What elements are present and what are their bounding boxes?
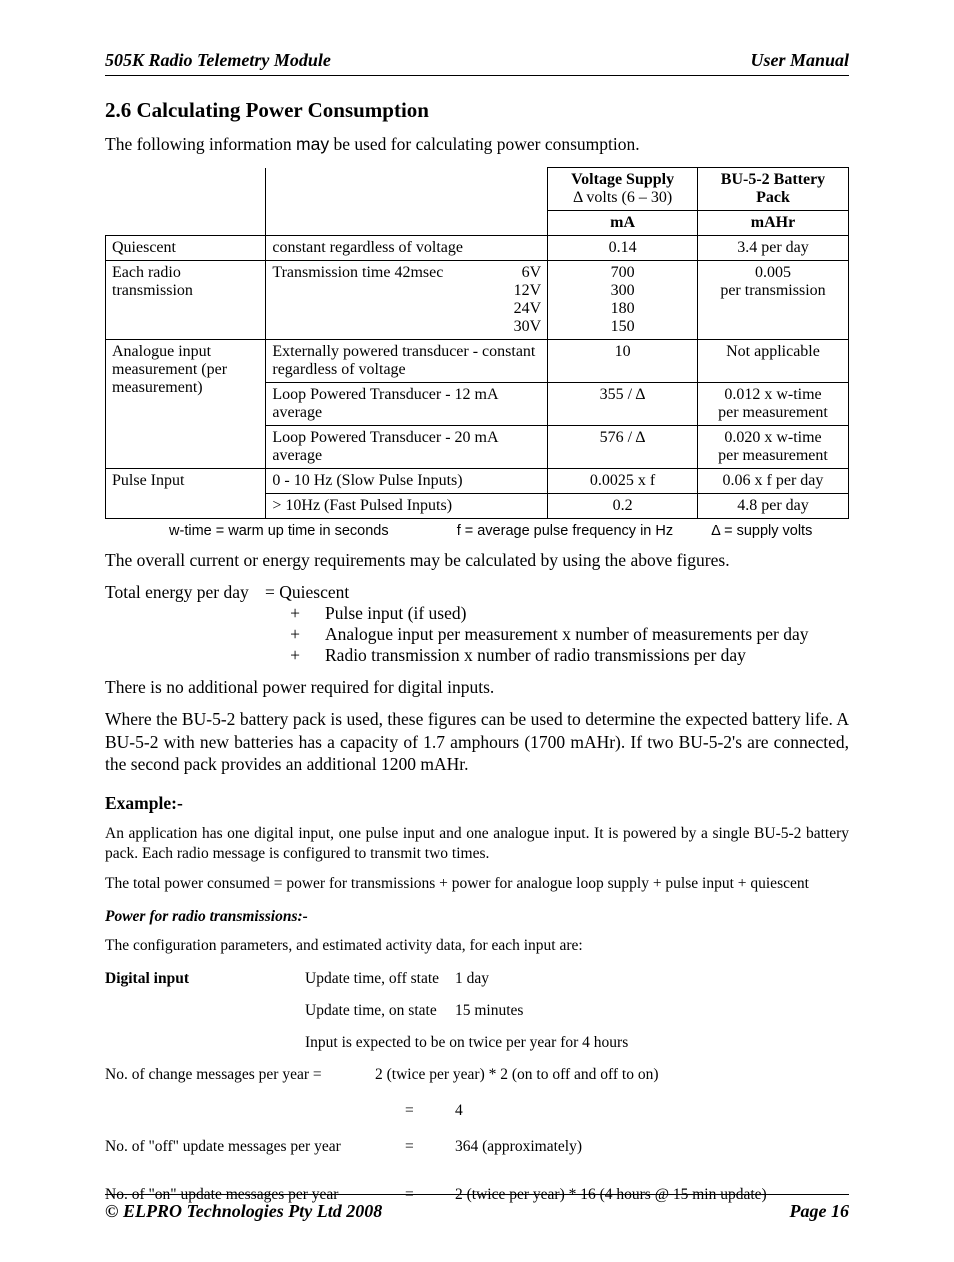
energy-block: Total energy per day = Quiescent + Pulse…	[105, 582, 849, 666]
table-row: Each radio transmission Transmission tim…	[106, 261, 849, 340]
no-additional-para: There is no additional power required fo…	[105, 676, 849, 698]
may-word: may	[296, 134, 329, 154]
config-intro: The configuration parameters, and estima…	[105, 936, 849, 956]
update-off-label: Update time, off state	[305, 970, 455, 988]
footnote-wtime: w-time = warm up time in seconds	[169, 523, 389, 539]
quiescent-desc: constant regardless of voltage	[266, 236, 548, 261]
update-off-val: 1 day	[455, 970, 849, 988]
radio-mAHr-top: 0.005	[704, 264, 842, 282]
update-on-label: Update time, on state	[305, 1002, 455, 1020]
section-title: 2.6 Calculating Power Consumption	[105, 98, 849, 123]
quiescent-mAHr: 3.4 per day	[697, 236, 848, 261]
pulse-fast-mAHr: 4.8 per day	[697, 494, 848, 519]
plus-icon: +	[265, 645, 325, 666]
example-title: Example:-	[105, 793, 849, 814]
pulse-slow-mA: 0.0025 x f	[548, 469, 698, 494]
eq-icon: =	[405, 1102, 455, 1120]
table-footnote: w-time = warm up time in seconds f = ave…	[105, 523, 849, 539]
pulse-fast-desc: > 10Hz (Fast Pulsed Inputs)	[266, 494, 548, 519]
energy-radio: Radio transmission x number of radio tra…	[325, 645, 746, 666]
analogue-20-mA: 576 / Δ	[548, 426, 698, 469]
mAHr-head: mAHr	[697, 211, 848, 236]
overall-para: The overall current or energy requiremen…	[105, 549, 849, 571]
eq-quiescent: = Quiescent	[265, 582, 349, 603]
intro-before: The following information	[105, 134, 296, 154]
delta-volts-head: Δ volts (6 – 30)	[554, 189, 691, 207]
voltage-supply-head: Voltage Supply	[554, 171, 691, 189]
digital-input-title: Digital input	[105, 970, 305, 988]
quiescent-mA: 0.14	[548, 236, 698, 261]
analogue-ext-mAHr: Not applicable	[697, 340, 848, 383]
power-radio-head: Power for radio transmissions:-	[105, 908, 849, 926]
radio-volt-1: 12V	[272, 282, 541, 300]
page-footer: © ELPRO Technologies Pty Ltd 2008 Page 1…	[105, 1194, 849, 1222]
off-label: No. of "off" update messages per year	[105, 1138, 405, 1156]
energy-analogue: Analogue input per measurement x number …	[325, 624, 809, 645]
pulse-label: Pulse Input	[106, 469, 266, 519]
app-desc: An application has one digital input, on…	[105, 824, 849, 864]
power-table: Voltage Supply Δ volts (6 – 30) BU-5-2 B…	[105, 167, 849, 519]
radio-mA-0: 700	[554, 264, 691, 282]
change-val1: 2 (twice per year) * 2 (on to off and of…	[375, 1066, 849, 1084]
mA-head: mA	[548, 211, 698, 236]
analogue-ext-mA: 10	[548, 340, 698, 383]
footnote-delta: Δ = supply volts	[711, 523, 812, 539]
change-label: No. of change messages per year =	[105, 1066, 375, 1084]
table-row: Quiescent constant regardless of voltage…	[106, 236, 849, 261]
footnote-f: f = average pulse frequency in Hz	[457, 523, 673, 539]
total-power-desc: The total power consumed = power for tra…	[105, 874, 849, 894]
analogue-12-desc: Loop Powered Transducer - 12 mA average	[266, 383, 548, 426]
radio-mA-1: 300	[554, 282, 691, 300]
radio-volt-0: 6V	[522, 264, 542, 282]
radio-desc: Transmission time 42msec	[272, 264, 443, 282]
off-val: 364 (approximately)	[455, 1138, 849, 1156]
analogue-12-mAHr-bottom: per measurement	[704, 404, 842, 422]
eq-icon: =	[405, 1138, 455, 1156]
footer-left: © ELPRO Technologies Pty Ltd 2008	[105, 1201, 382, 1222]
radio-volt-2: 24V	[272, 300, 541, 318]
calc-row: No. of change messages per year = 2 (twi…	[105, 1066, 849, 1084]
calc-row: = 4	[105, 1102, 849, 1120]
energy-pulse: Pulse input (if used)	[325, 603, 466, 624]
radio-label: Each radio transmission	[106, 261, 266, 340]
pulse-slow-desc: 0 - 10 Hz (Slow Pulse Inputs)	[266, 469, 548, 494]
radio-mA-3: 150	[554, 318, 691, 336]
footer-right: Page 16	[790, 1201, 849, 1222]
plus-icon: +	[265, 603, 325, 624]
intro-after: be used for calculating power consumptio…	[329, 134, 640, 154]
analogue-label: Analogue input measurement (per measurem…	[106, 340, 266, 469]
analogue-20-mAHr-bottom: per measurement	[704, 447, 842, 465]
analogue-20-mAHr-top: 0.020 x w-time	[704, 429, 842, 447]
table-row: Analogue input measurement (per measurem…	[106, 340, 849, 383]
pulse-fast-mA: 0.2	[548, 494, 698, 519]
update-on-val: 15 minutes	[455, 1002, 849, 1020]
quiescent-label: Quiescent	[106, 236, 266, 261]
pulse-slow-mAHr: 0.06 x f per day	[697, 469, 848, 494]
expected-note: Input is expected to be on twice per yea…	[305, 1034, 628, 1052]
analogue-ext-desc: Externally powered transducer - constant…	[266, 340, 548, 383]
analogue-12-mA: 355 / Δ	[548, 383, 698, 426]
calc-row: No. of "off" update messages per year = …	[105, 1138, 849, 1156]
header-right: User Manual	[750, 50, 849, 71]
plus-icon: +	[265, 624, 325, 645]
analogue-20-desc: Loop Powered Transducer - 20 mA average	[266, 426, 548, 469]
header-left: 505K Radio Telemetry Module	[105, 50, 331, 71]
radio-mA-2: 180	[554, 300, 691, 318]
analogue-12-mAHr-top: 0.012 x w-time	[704, 386, 842, 404]
radio-mAHr-bottom: per transmission	[704, 282, 842, 300]
eq-4-val: 4	[455, 1102, 849, 1120]
intro-paragraph: The following information may be used fo…	[105, 133, 849, 155]
total-energy-label: Total energy per day	[105, 582, 265, 603]
battery-head: BU-5-2 Battery Pack	[704, 171, 842, 207]
battery-note-para: Where the BU-5-2 battery pack is used, t…	[105, 708, 849, 775]
table-row: Pulse Input 0 - 10 Hz (Slow Pulse Inputs…	[106, 469, 849, 494]
radio-volt-3: 30V	[272, 318, 541, 336]
digital-input-block: Digital input Update time, off state 1 d…	[105, 970, 849, 1052]
